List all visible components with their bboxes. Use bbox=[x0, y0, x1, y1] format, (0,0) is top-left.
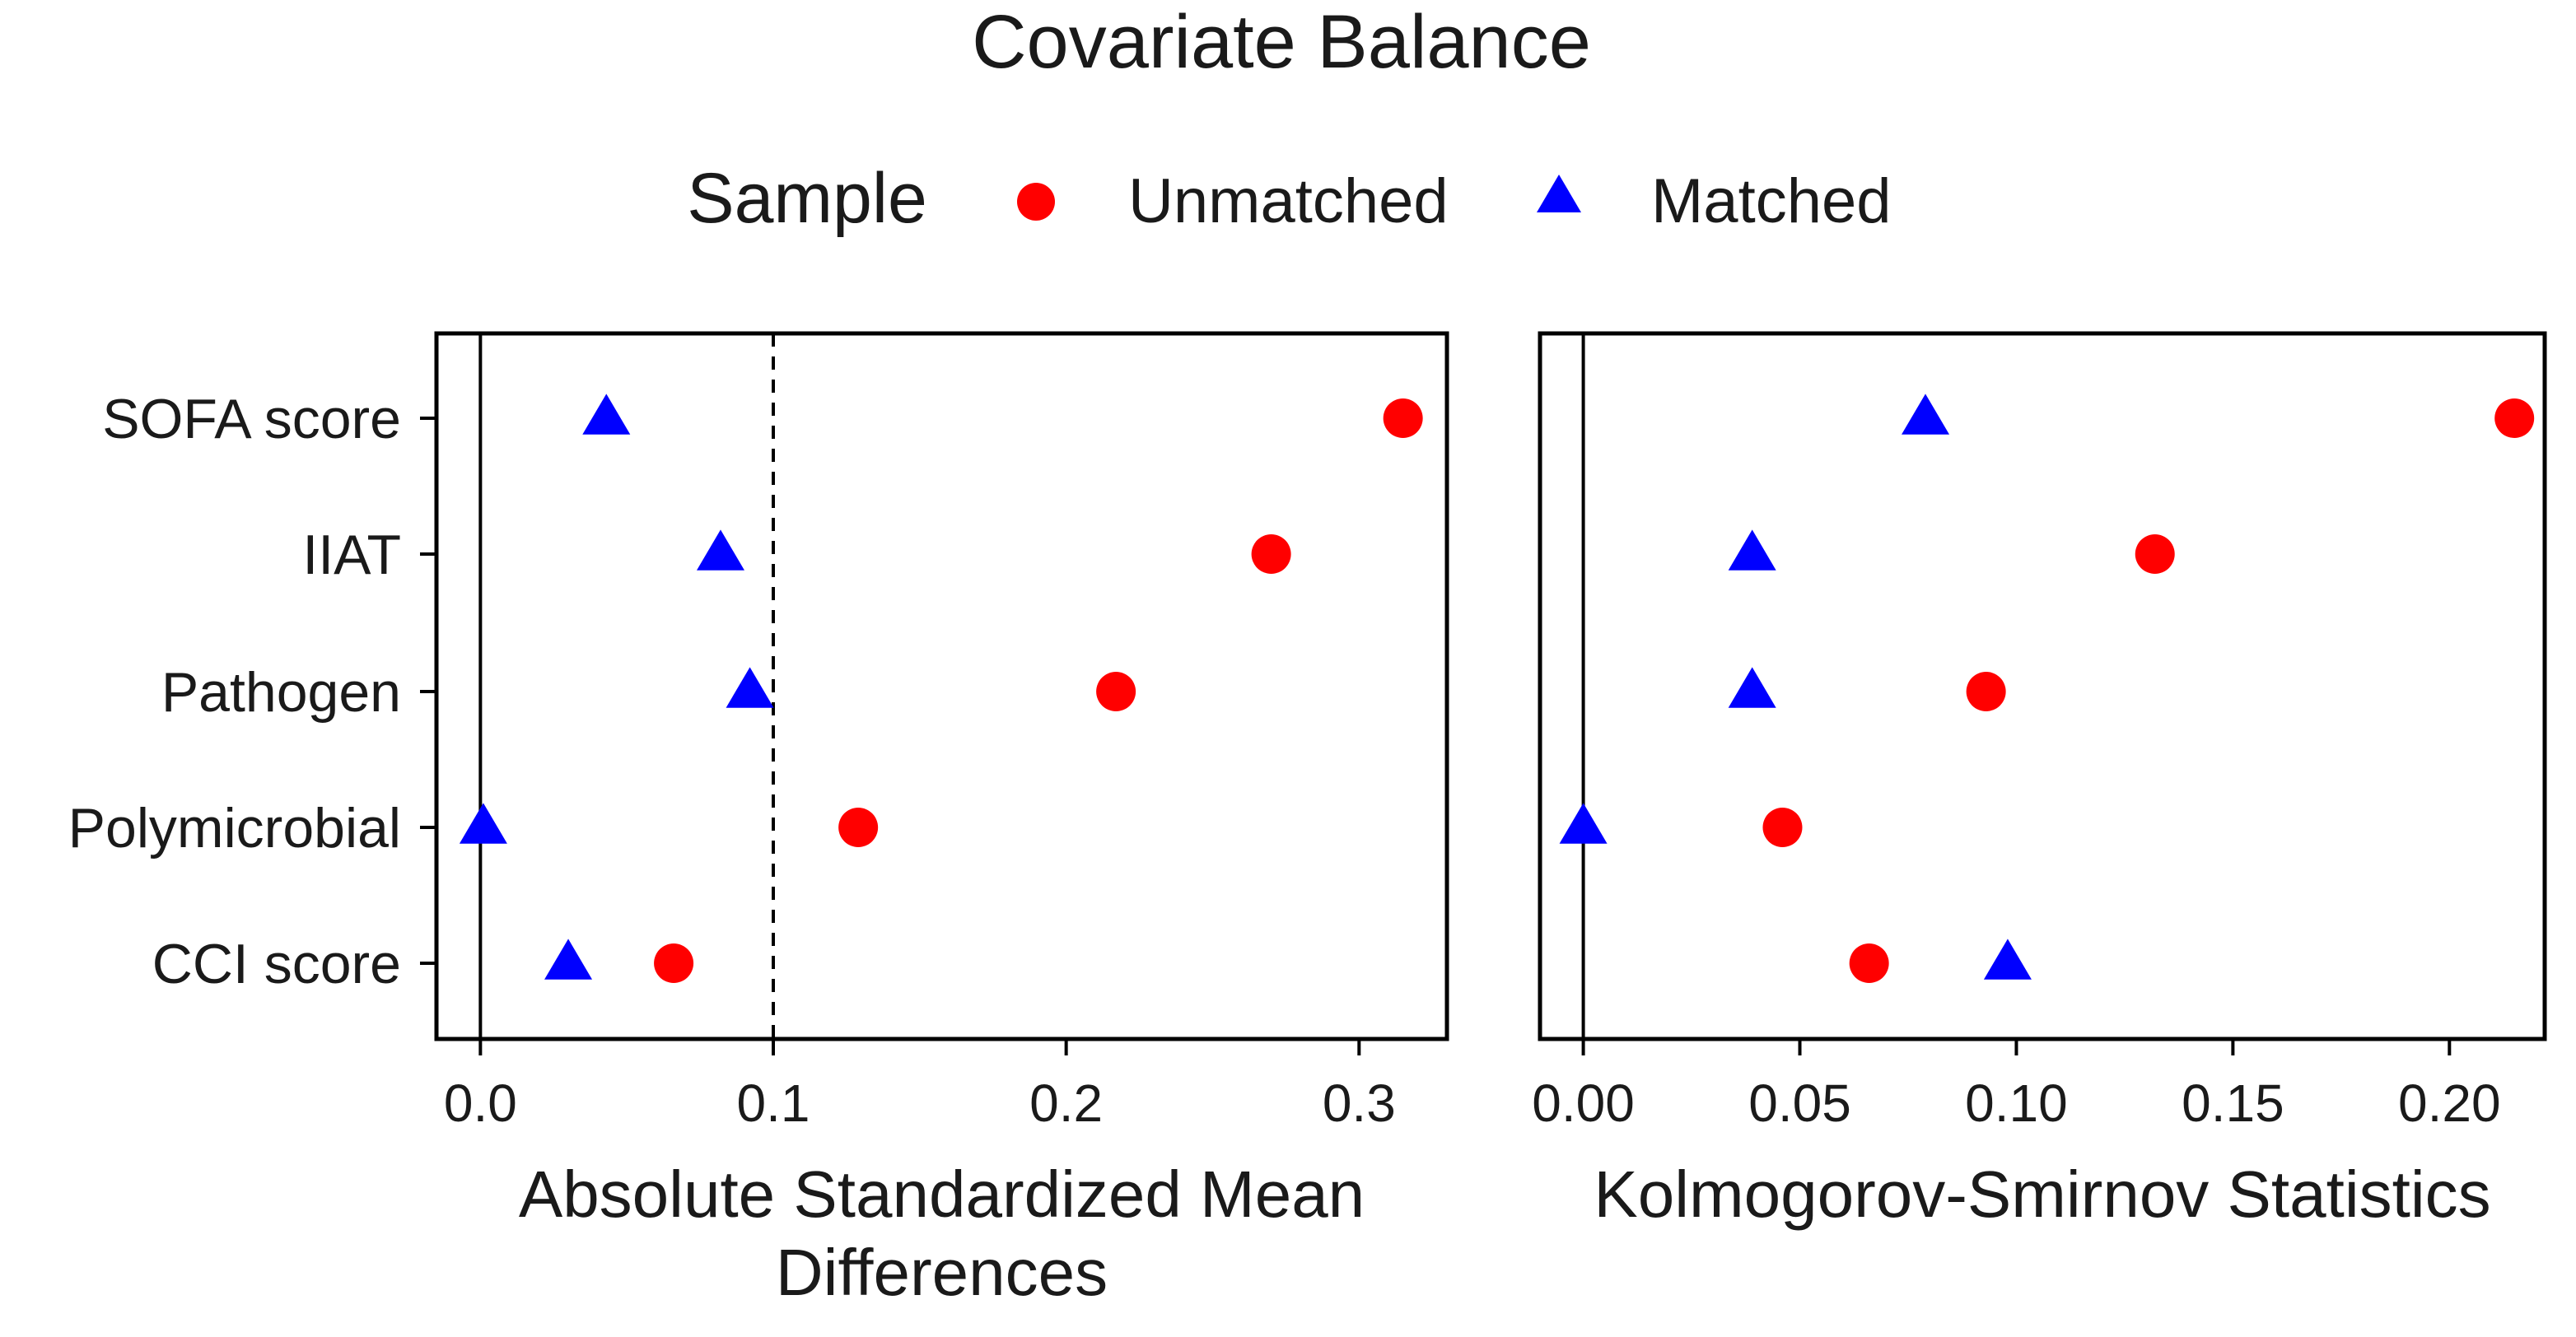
x-tick-label: 0.10 bbox=[1965, 1074, 2068, 1133]
unmatched-point bbox=[1849, 943, 1889, 983]
x-tick-label: 0.2 bbox=[1029, 1074, 1103, 1133]
matched-point bbox=[582, 394, 631, 435]
unmatched-point bbox=[1966, 672, 2006, 711]
matched-point bbox=[696, 529, 744, 571]
unmatched-point bbox=[2135, 534, 2175, 574]
y-tick-label: Pathogen bbox=[161, 661, 401, 724]
panel-ks: 0.00 0.05 0.10 0.15 0.20 Kolmogorov-Smirnov S… bbox=[1532, 331, 2547, 1231]
x-axis-label: Kolmogorov-Smirnov Statistics bbox=[1594, 1158, 2490, 1231]
legend-label-unmatched: Unmatched bbox=[1128, 166, 1449, 236]
legend-marker-matched bbox=[1537, 175, 1581, 212]
unmatched-point bbox=[654, 943, 694, 983]
x-axis-label: Absolute Standardized Mean bbox=[519, 1158, 1365, 1231]
unmatched-point bbox=[1762, 808, 1803, 847]
legend-marker-unmatched bbox=[1017, 183, 1055, 221]
x-tick-label: 0.3 bbox=[1323, 1074, 1396, 1133]
y-tick-label: Polymicrobial bbox=[68, 797, 401, 860]
matched-point bbox=[1728, 667, 1776, 708]
unmatched-point bbox=[1383, 398, 1423, 438]
chart-title: Covariate Balance bbox=[972, 0, 1591, 84]
matched-point bbox=[544, 939, 593, 980]
y-tick-label: SOFA score bbox=[102, 388, 401, 450]
panel-frame bbox=[1538, 331, 2547, 1041]
unmatched-point bbox=[838, 808, 879, 847]
matched-point bbox=[1559, 803, 1608, 844]
matched-point bbox=[726, 667, 774, 708]
x-tick-label: 0.1 bbox=[737, 1074, 810, 1133]
matched-point bbox=[1728, 529, 1776, 571]
legend: Sample Unmatched Matched bbox=[687, 159, 1891, 238]
matched-point bbox=[1902, 394, 1950, 435]
panel-frame bbox=[434, 331, 1449, 1041]
y-tick-label: CCI score bbox=[152, 933, 401, 995]
legend-title: Sample bbox=[687, 159, 927, 238]
unmatched-point bbox=[1251, 534, 1291, 574]
y-tick-label: IIAT bbox=[302, 524, 401, 586]
x-tick-label: 0.20 bbox=[2398, 1074, 2501, 1133]
unmatched-point bbox=[2494, 398, 2535, 438]
x-tick-label: 0.0 bbox=[444, 1074, 517, 1133]
x-axis-label: Differences bbox=[776, 1236, 1108, 1309]
x-tick-label: 0.05 bbox=[1748, 1074, 1851, 1133]
x-tick-label: 0.00 bbox=[1532, 1074, 1635, 1133]
unmatched-point bbox=[1096, 672, 1136, 711]
legend-label-matched: Matched bbox=[1651, 166, 1892, 236]
matched-point bbox=[459, 803, 507, 844]
x-tick-label: 0.15 bbox=[2182, 1074, 2284, 1133]
matched-point bbox=[1983, 939, 2032, 980]
panel-smd: SOFA score IIAT Pathogen Polymicrobial CCI s… bbox=[68, 331, 1449, 1309]
